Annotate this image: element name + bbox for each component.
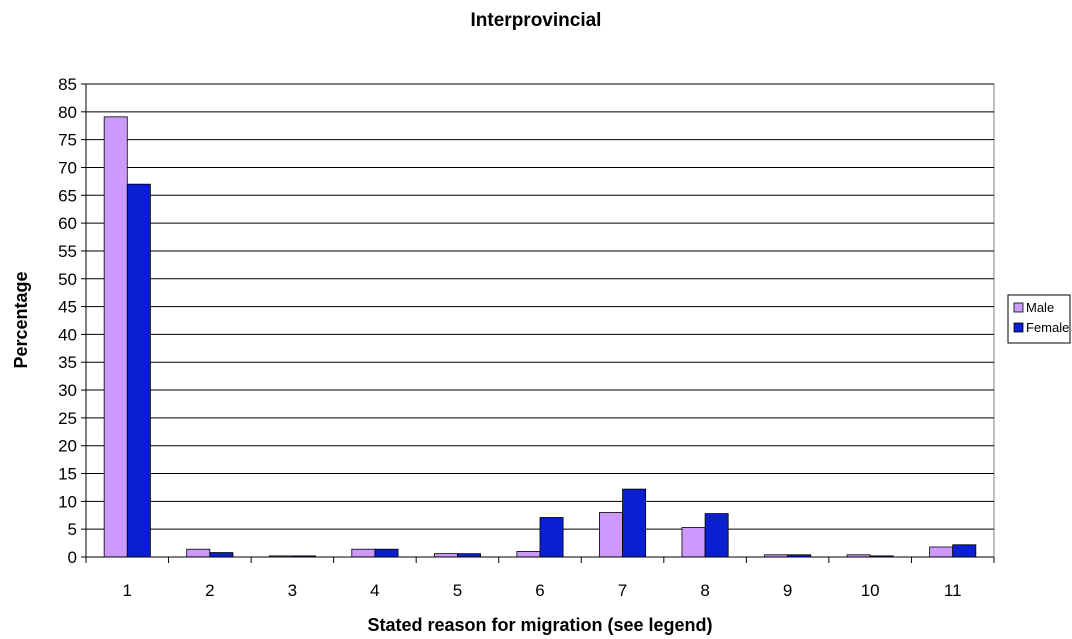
y-axis-label: Percentage bbox=[11, 271, 31, 368]
x-tick-label: 11 bbox=[944, 581, 962, 600]
x-tick-label: 9 bbox=[783, 581, 792, 600]
y-tick-label: 40 bbox=[58, 325, 77, 344]
y-tick-label: 70 bbox=[58, 158, 77, 177]
y-tick-label: 60 bbox=[58, 214, 77, 233]
plot-area bbox=[85, 83, 995, 558]
bar-female-1 bbox=[126, 183, 151, 558]
bar-male-2 bbox=[186, 548, 211, 558]
legend-label-male: Male bbox=[1026, 300, 1054, 315]
y-tick-label: 10 bbox=[58, 492, 77, 511]
bar-female-6 bbox=[539, 517, 564, 558]
x-tick-label: 7 bbox=[618, 581, 627, 600]
bar-male-5 bbox=[433, 553, 458, 558]
y-tick-label: 85 bbox=[58, 75, 77, 94]
bar-female-7 bbox=[622, 488, 647, 558]
bar-male-1 bbox=[103, 116, 128, 558]
y-tick-label: 65 bbox=[58, 186, 77, 205]
x-tick-label: 4 bbox=[370, 581, 379, 600]
x-tick-label: 1 bbox=[123, 581, 132, 600]
x-tick-label: 6 bbox=[535, 581, 544, 600]
x-tick-label: 2 bbox=[205, 581, 214, 600]
x-axis-label: Stated reason for migration (see legend) bbox=[367, 615, 712, 635]
y-tick-label: 15 bbox=[58, 465, 77, 484]
bar-female-8 bbox=[704, 513, 729, 558]
x-tick-label: 5 bbox=[453, 581, 462, 600]
bar-male-11 bbox=[929, 546, 954, 558]
y-tick-label: 25 bbox=[58, 409, 77, 428]
y-tick-label: 20 bbox=[58, 437, 77, 456]
bar-female-5 bbox=[457, 553, 481, 558]
bar-female-11 bbox=[952, 544, 977, 558]
legend-swatch-female bbox=[1013, 322, 1024, 333]
y-tick-label: 80 bbox=[58, 103, 77, 122]
x-tick-label: 8 bbox=[700, 581, 709, 600]
y-tick-label: 0 bbox=[68, 548, 77, 567]
y-tick-label: 55 bbox=[58, 242, 77, 261]
legend-label-female: Female bbox=[1026, 320, 1069, 335]
bar-male-7 bbox=[599, 512, 623, 558]
y-tick-label: 45 bbox=[58, 298, 77, 317]
bar-female-4 bbox=[374, 548, 399, 558]
y-tick-label: 50 bbox=[58, 270, 77, 289]
x-tick-label: 10 bbox=[861, 581, 880, 600]
legend: Male Female bbox=[1007, 294, 1071, 344]
y-tick-label: 35 bbox=[58, 353, 77, 372]
chart-title: Interprovincial bbox=[471, 10, 602, 31]
y-tick-label: 5 bbox=[68, 520, 77, 539]
x-tick-label: 3 bbox=[288, 581, 297, 600]
x-axis-ticks: 1 2 3 4 5 6 7 8 9 10 11 bbox=[85, 557, 995, 600]
bar-male-4 bbox=[351, 548, 376, 558]
bar-series bbox=[103, 116, 977, 558]
bar-male-8 bbox=[681, 527, 706, 558]
bar-male-6 bbox=[516, 551, 541, 558]
y-tick-label: 30 bbox=[58, 381, 77, 400]
y-tick-label: 75 bbox=[58, 131, 77, 150]
y-axis-ticks: 0 5 10 15 20 25 30 35 40 45 50 55 60 65 70 75 80 85 bbox=[58, 75, 86, 567]
bar-female-2 bbox=[209, 552, 234, 558]
gridlines bbox=[86, 83, 994, 530]
legend-swatch-male bbox=[1013, 302, 1024, 313]
